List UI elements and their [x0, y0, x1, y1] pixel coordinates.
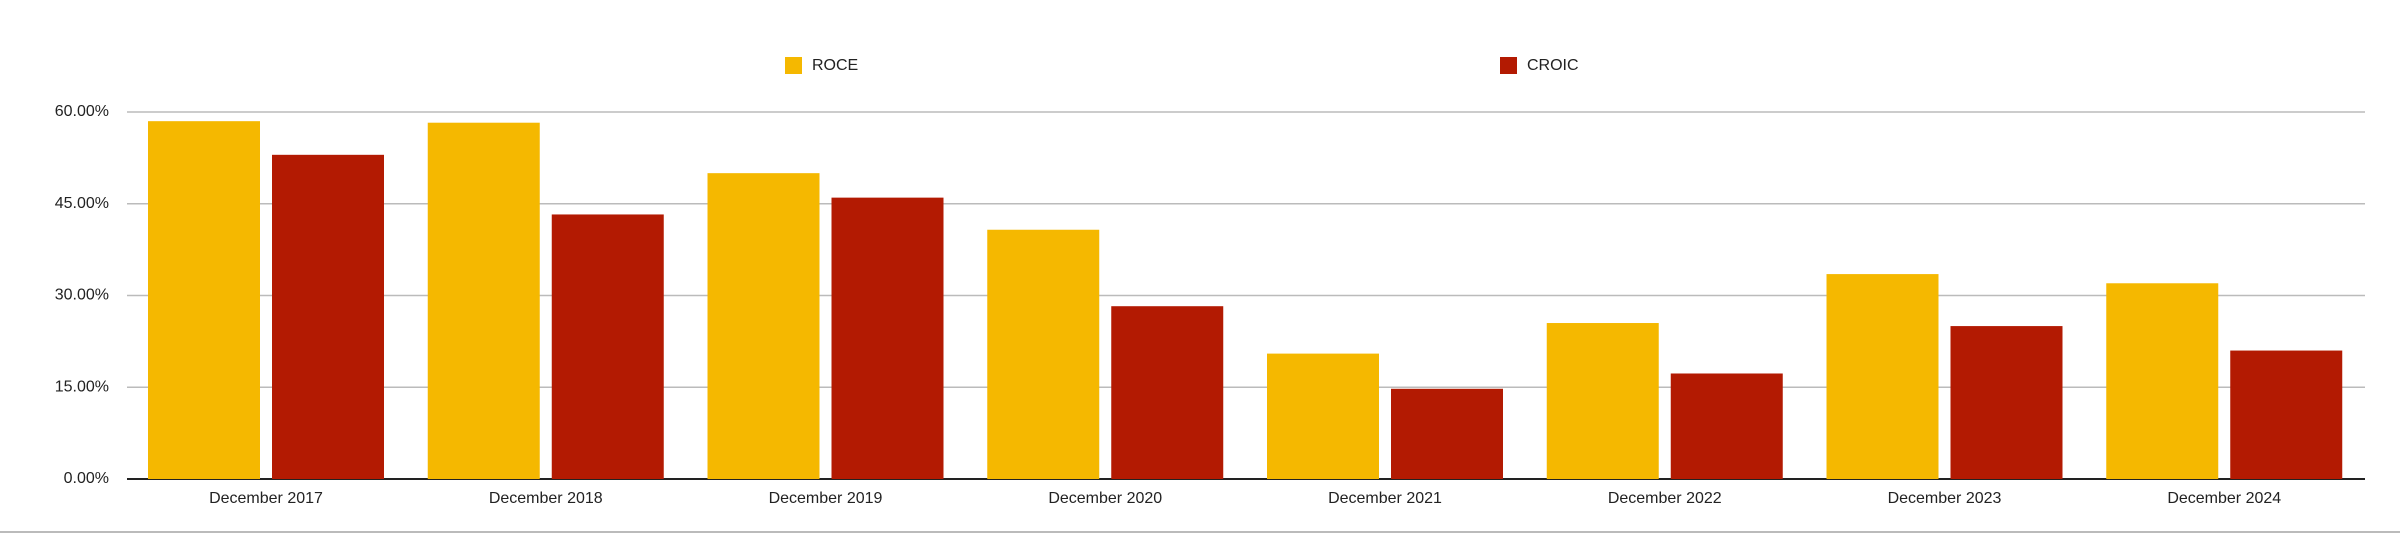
bar	[831, 197, 944, 479]
y-tick-label: 60.00%	[55, 103, 109, 120]
x-tick-label: December 2024	[2167, 490, 2281, 507]
x-tick-label: December 2017	[209, 490, 323, 507]
bar	[1546, 323, 1659, 479]
legend-swatch	[785, 57, 802, 74]
bar	[1826, 274, 1939, 479]
bar	[427, 122, 540, 480]
legend-swatch	[1500, 57, 1517, 74]
x-tick-label: December 2020	[1048, 490, 1162, 507]
legend-label: CROIC	[1527, 57, 1579, 74]
x-tick-label: December 2023	[1888, 490, 2002, 507]
bar	[1670, 373, 1783, 479]
bar	[987, 229, 1100, 479]
x-tick-label: December 2019	[769, 490, 883, 507]
legend-label: ROCE	[812, 57, 858, 74]
y-tick-label: 0.00%	[64, 470, 109, 487]
y-tick-label: 45.00%	[55, 195, 109, 212]
bar	[2106, 283, 2219, 479]
bar	[707, 173, 820, 479]
y-tick-label: 30.00%	[55, 287, 109, 304]
bar	[551, 214, 664, 479]
bar	[1111, 306, 1224, 479]
bar	[1267, 353, 1379, 479]
x-tick-label: December 2021	[1328, 490, 1442, 507]
x-tick-label: December 2018	[489, 490, 603, 507]
x-tick-label: December 2022	[1608, 490, 1722, 507]
bar	[148, 121, 260, 480]
bar	[272, 154, 384, 480]
y-tick-label: 15.00%	[55, 378, 109, 395]
bar	[1950, 326, 2063, 479]
bar	[1391, 388, 1503, 479]
bar	[2230, 350, 2343, 479]
